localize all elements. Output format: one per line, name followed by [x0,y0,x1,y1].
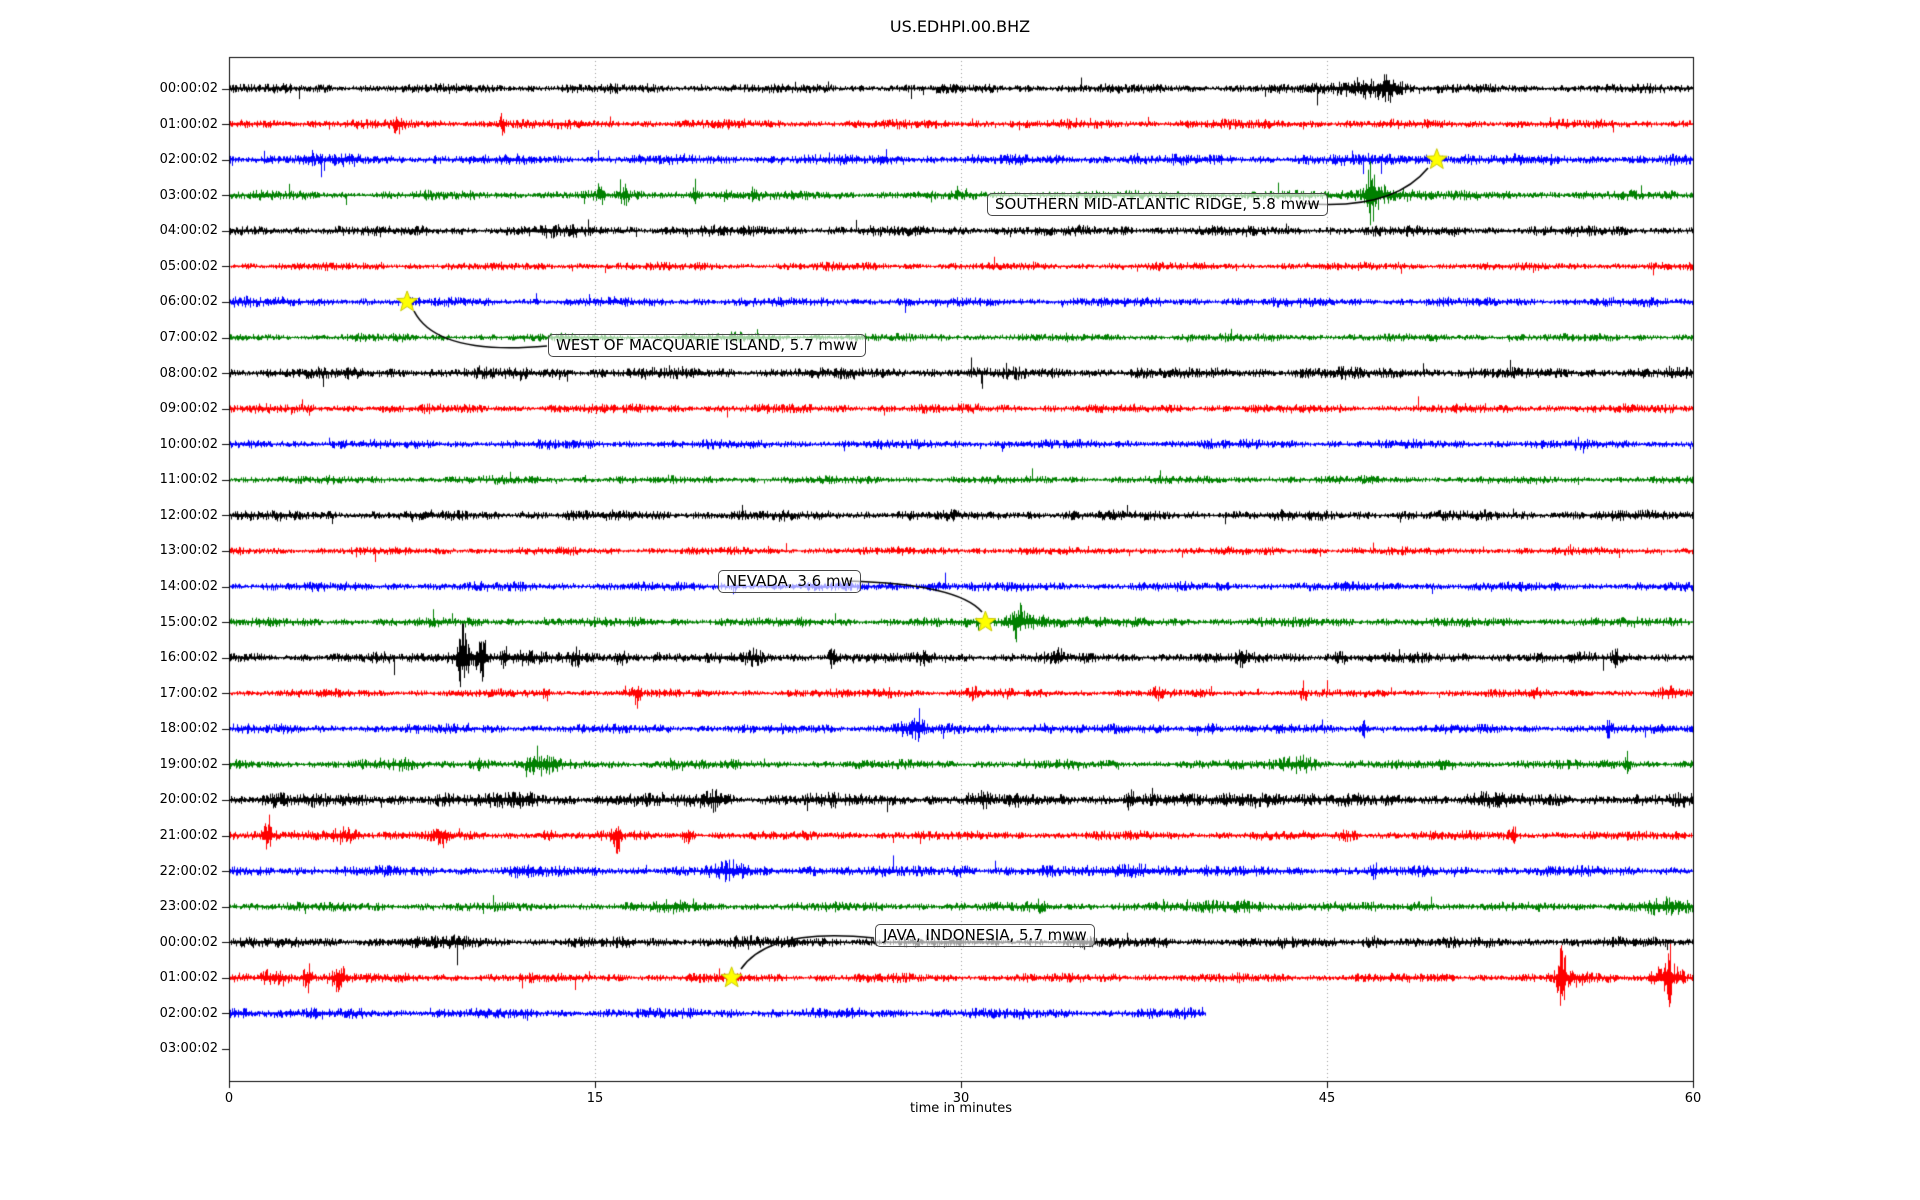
y-tick-label: 20:00:02 [159,792,218,808]
event-annotation: JAVA, INDONESIA, 5.7 mww [875,924,1095,947]
x-tick-label: 15 [586,1091,604,1106]
y-tick-label: 17:00:02 [159,685,218,701]
y-tick-label: 02:00:02 [159,152,218,168]
y-tick-label: 04:00:02 [159,223,218,239]
figure-title: US.EDHPI.00.BHZ [889,17,1031,36]
event-annotation: SOUTHERN MID-ATLANTIC RIDGE, 5.8 mww [987,193,1328,216]
event-annotation: NEVADA, 3.6 mw [718,570,861,593]
y-tick-label: 18:00:02 [159,721,218,737]
event-annotation: WEST OF MACQUARIE ISLAND, 5.7 mww [548,334,866,357]
y-tick-label: 09:00:02 [159,401,218,417]
x-tick-label: 30 [952,1091,970,1106]
y-tick-label: 16:00:02 [159,650,218,666]
y-tick-label: 11:00:02 [159,472,218,488]
y-tick-label: 00:00:02 [159,934,218,950]
y-tick-label: 23:00:02 [159,899,218,915]
y-tick-label: 13:00:02 [159,543,218,559]
x-axis-label: time in minutes [909,1101,1013,1116]
y-tick-label: 10:00:02 [159,436,218,452]
y-tick-label: 03:00:02 [159,187,218,203]
y-tick-label: 08:00:02 [159,365,218,381]
y-tick-label: 14:00:02 [159,579,218,595]
y-tick-label: 15:00:02 [159,614,218,630]
y-tick-label: 01:00:02 [159,116,218,132]
y-tick-label: 01:00:02 [159,970,218,986]
y-tick-label: 12:00:02 [159,507,218,523]
y-tick-label: 21:00:02 [159,828,218,844]
y-tick-label: 05:00:02 [159,258,218,274]
y-tick-label: 03:00:02 [159,1041,218,1057]
x-tick-label: 45 [1318,1091,1336,1106]
x-tick-label: 60 [1684,1091,1702,1106]
y-tick-label: 00:00:02 [159,81,218,96]
y-tick-label: 02:00:02 [159,1005,218,1021]
y-tick-label: 19:00:02 [159,756,218,772]
y-tick-label: 22:00:02 [159,863,218,879]
y-tick-label: 07:00:02 [159,330,218,346]
y-tick-label: 06:00:02 [159,294,218,310]
x-tick-label: 0 [224,1091,234,1106]
